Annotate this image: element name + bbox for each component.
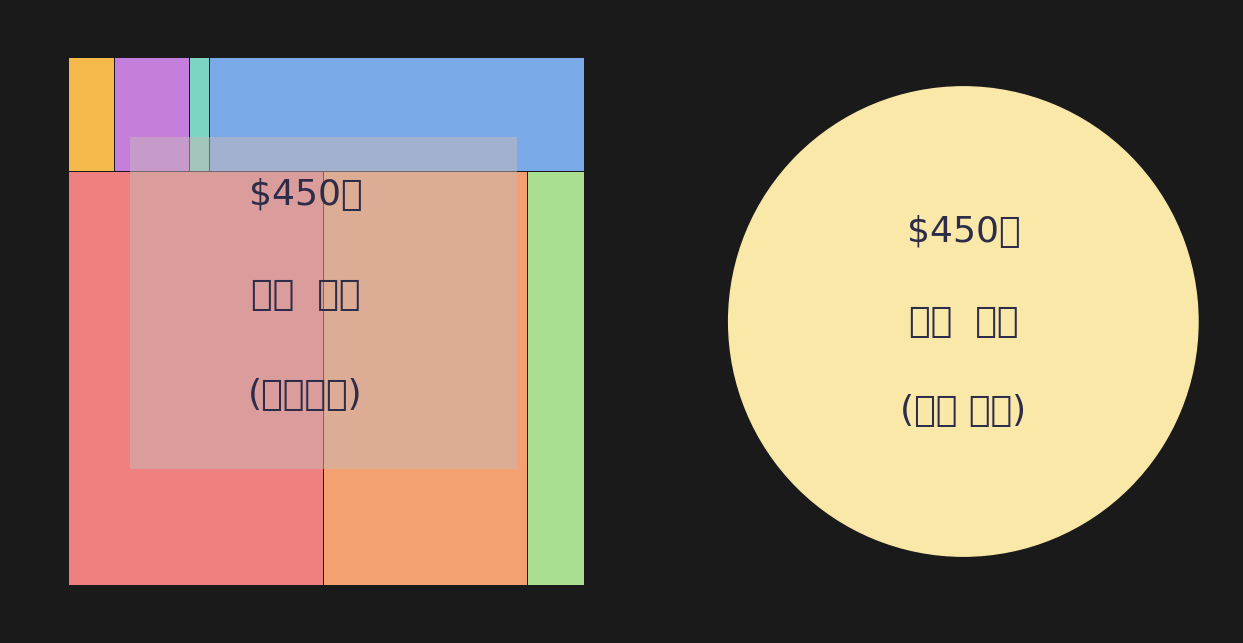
Bar — [210, 59, 584, 171]
Bar — [324, 172, 527, 584]
Bar — [131, 137, 517, 469]
Text: 장기  자본: 장기 자본 — [909, 305, 1018, 338]
Text: $450조: $450조 — [906, 215, 1021, 249]
Bar — [68, 59, 114, 171]
Bar — [190, 59, 209, 171]
Circle shape — [728, 87, 1198, 556]
Text: $450조: $450조 — [249, 178, 363, 212]
Bar — [116, 59, 189, 171]
Text: (가치 저장): (가치 저장) — [900, 394, 1027, 428]
Text: (유털리티): (유털리티) — [249, 378, 363, 412]
Text: 단기  자본: 단기 자본 — [251, 278, 360, 312]
Bar — [68, 172, 323, 584]
Bar — [528, 172, 584, 584]
